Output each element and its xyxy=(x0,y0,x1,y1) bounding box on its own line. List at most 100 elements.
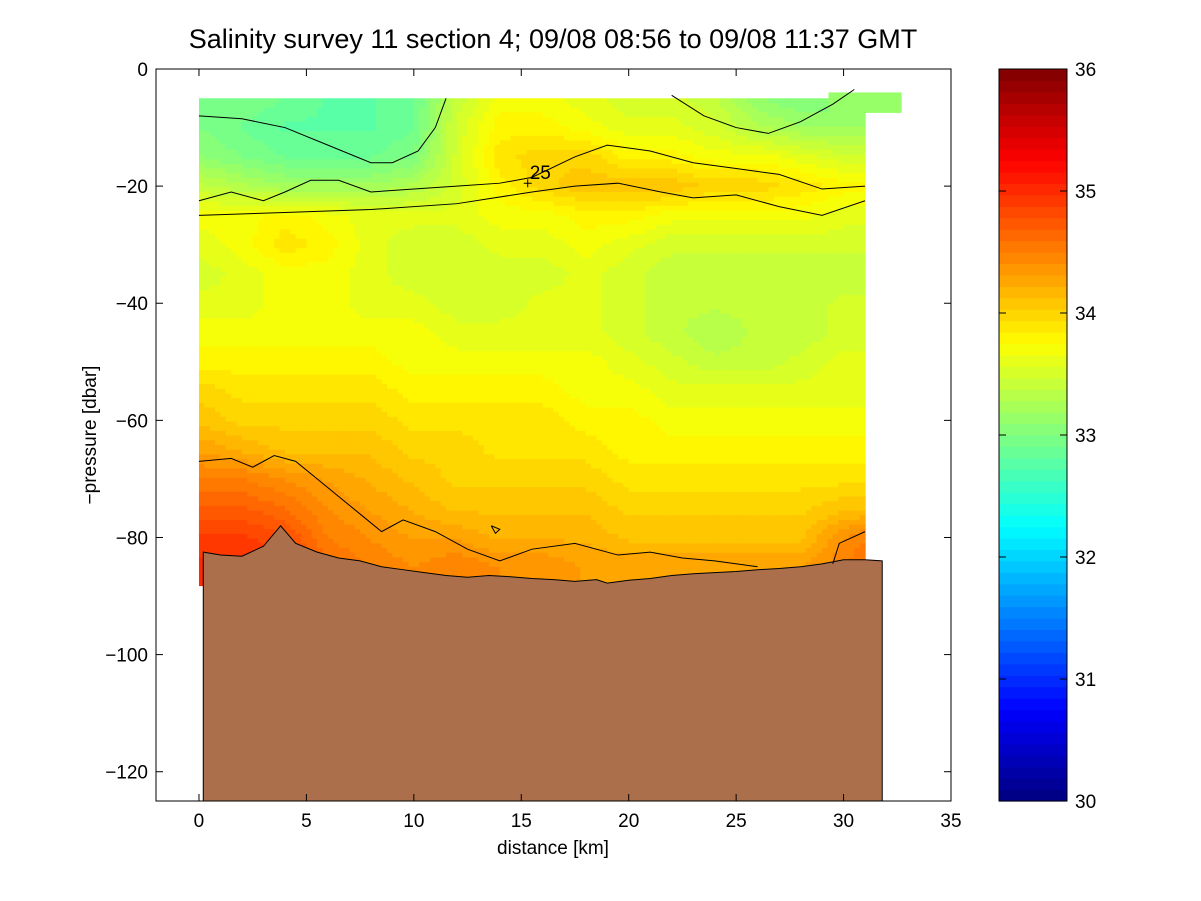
heatmap-cell-3307 xyxy=(365,487,372,493)
heatmap-cell-2340 xyxy=(317,341,324,348)
heatmap-cell-1256 xyxy=(263,135,270,142)
heatmap-cell-1520 xyxy=(274,398,281,404)
heatmap-cell-4939 xyxy=(451,337,458,343)
heatmap-cell-2888 xyxy=(344,473,350,479)
heatmap-cell-4210 xyxy=(413,332,420,338)
heatmap-cell-4276 xyxy=(419,154,426,160)
heatmap-cell-1688 xyxy=(284,210,291,216)
heatmap-cell-729 xyxy=(236,102,243,109)
heatmap-cell-974 xyxy=(247,276,254,282)
heatmap-cell-1910 xyxy=(295,276,302,282)
heatmap-cell-1539 xyxy=(274,487,281,493)
heatmap-cell-398 xyxy=(215,501,222,507)
heatmap-cell-1032 xyxy=(247,548,254,554)
heatmap-cell-4272 xyxy=(419,135,426,142)
heatmap-cell-3890 xyxy=(397,295,404,301)
heatmap-cell-788 xyxy=(236,379,243,385)
heatmap-cell-1133 xyxy=(252,533,259,540)
heatmap-cell-4899 xyxy=(451,149,458,156)
heatmap-cell-4559 xyxy=(429,505,436,512)
heatmap-cell-4503 xyxy=(429,243,436,249)
heatmap-cell-2369 xyxy=(317,477,324,484)
heatmap-cell-4754 xyxy=(440,444,447,451)
heatmap-cell-2479 xyxy=(322,505,329,512)
heatmap-cell-3051 xyxy=(354,262,361,268)
heatmap-cell-3959 xyxy=(403,131,410,137)
heatmap-cell-4748 xyxy=(440,416,447,423)
heatmap-cell-2019 xyxy=(301,299,307,306)
heatmap-cell-3148 xyxy=(360,229,367,235)
heatmap-cell-3720 xyxy=(386,473,393,479)
heatmap-cell-101 xyxy=(198,571,205,577)
heatmap-cell-1443 xyxy=(268,524,275,530)
heatmap-cell-1918 xyxy=(295,313,302,320)
heatmap-cell-3678 xyxy=(386,276,393,282)
heatmap-cell-606 xyxy=(225,501,232,507)
heatmap-cell-2159 xyxy=(306,468,313,474)
heatmap-cell-4698 xyxy=(440,182,447,188)
heatmap-cell-4156 xyxy=(408,566,415,573)
heatmap-cell-4462 xyxy=(424,538,431,544)
heatmap-cell-3477 xyxy=(376,309,383,315)
heatmap-cell-1415 xyxy=(268,393,275,399)
heatmap-cell-1673 xyxy=(284,140,291,146)
heatmap-cell-3856 xyxy=(397,135,404,142)
heatmap-cell-437 xyxy=(220,196,227,202)
heatmap-cell-936 xyxy=(247,98,254,104)
heatmap-cell-2376 xyxy=(317,510,324,516)
heatmap-cell-373 xyxy=(215,384,222,390)
heatmap-cell-1941 xyxy=(295,421,302,427)
heatmap-cell-4535 xyxy=(429,393,436,399)
heatmap-cell-2083 xyxy=(306,112,313,118)
heatmap-cell-3174 xyxy=(360,351,367,357)
heatmap-cell-987 xyxy=(247,337,254,343)
heatmap-cell-2043 xyxy=(301,412,307,418)
heatmap-cell-2560 xyxy=(327,398,334,404)
heatmap-cell-3084 xyxy=(354,416,361,423)
heatmap-cell-4203 xyxy=(413,299,420,306)
heatmap-cell-3335 xyxy=(370,131,377,137)
heatmap-cell-2757 xyxy=(338,346,345,352)
heatmap-cell-4606 xyxy=(435,238,442,245)
heatmap-cell-379 xyxy=(215,412,222,418)
heatmap-cell-2730 xyxy=(338,220,345,226)
heatmap-cell-2886 xyxy=(344,463,350,469)
heatmap-cell-4378 xyxy=(424,145,431,151)
heatmap-cell-4416 xyxy=(424,323,431,329)
heatmap-cell-2297 xyxy=(317,140,324,146)
heatmap-cell-1291 xyxy=(263,299,270,306)
heatmap-cell-1362 xyxy=(268,145,275,151)
heatmap-cell-3261 xyxy=(365,271,372,277)
heatmap-cell-4662 xyxy=(435,501,442,507)
heatmap-cell-2102 xyxy=(306,201,313,207)
heatmap-cell-862 xyxy=(241,238,248,245)
heatmap-cell-1687 xyxy=(284,206,291,212)
heatmap-cell-2407 xyxy=(322,168,329,174)
heatmap-cell-4198 xyxy=(413,276,420,282)
heatmap-cell-544 xyxy=(225,210,232,216)
heatmap-cell-120 xyxy=(204,173,211,179)
heatmap-cell-3176 xyxy=(360,360,367,366)
heatmap-cell-2746 xyxy=(338,295,345,301)
heatmap-cell-174 xyxy=(204,426,211,432)
heatmap-cell-3556 xyxy=(381,191,388,198)
heatmap-cell-3597 xyxy=(381,384,388,390)
heatmap-cell-1284 xyxy=(263,266,270,273)
heatmap-cell-2462 xyxy=(322,426,329,432)
heatmap-cell-3507 xyxy=(376,449,383,455)
heatmap-cell-181 xyxy=(204,459,211,465)
heatmap-cell-2643 xyxy=(333,299,340,306)
heatmap-cell-879 xyxy=(241,318,248,324)
heatmap-cell-4924 xyxy=(451,266,458,273)
heatmap-cell-45 xyxy=(198,309,205,315)
heatmap-cell-1582 xyxy=(279,201,286,207)
heatmap-cell-2862 xyxy=(344,351,350,357)
heatmap-cell-2288 xyxy=(317,98,324,104)
heatmap-cell-260 xyxy=(209,341,216,348)
heatmap-cell-169 xyxy=(204,402,211,409)
heatmap-cell-3044 xyxy=(354,229,361,235)
heatmap-cell-3690 xyxy=(386,332,393,338)
heatmap-cell-2222 xyxy=(311,276,318,282)
heatmap-cell-113 xyxy=(204,140,211,146)
heatmap-cell-1013 xyxy=(247,459,254,465)
